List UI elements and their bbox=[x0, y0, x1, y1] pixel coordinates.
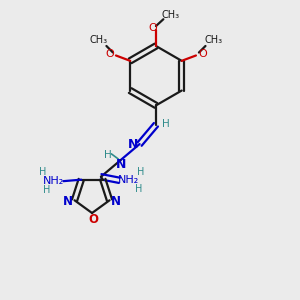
Text: CH₃: CH₃ bbox=[162, 10, 180, 20]
Text: H: H bbox=[104, 150, 112, 160]
Text: CH₃: CH₃ bbox=[205, 35, 223, 45]
Text: H: H bbox=[135, 184, 142, 194]
Text: N: N bbox=[128, 138, 138, 151]
Text: H: H bbox=[43, 185, 50, 195]
Text: O: O bbox=[88, 213, 98, 226]
Text: CH₃: CH₃ bbox=[89, 35, 107, 45]
Text: H: H bbox=[39, 167, 46, 177]
Text: O: O bbox=[198, 49, 207, 59]
Text: NH₂: NH₂ bbox=[118, 175, 140, 185]
Text: H: H bbox=[163, 119, 170, 129]
Text: H: H bbox=[137, 167, 145, 177]
Text: O: O bbox=[148, 23, 157, 33]
Text: NH₂: NH₂ bbox=[43, 176, 64, 186]
Text: N: N bbox=[63, 195, 73, 208]
Text: N: N bbox=[116, 158, 126, 171]
Text: O: O bbox=[105, 49, 114, 59]
Text: N: N bbox=[111, 195, 121, 208]
